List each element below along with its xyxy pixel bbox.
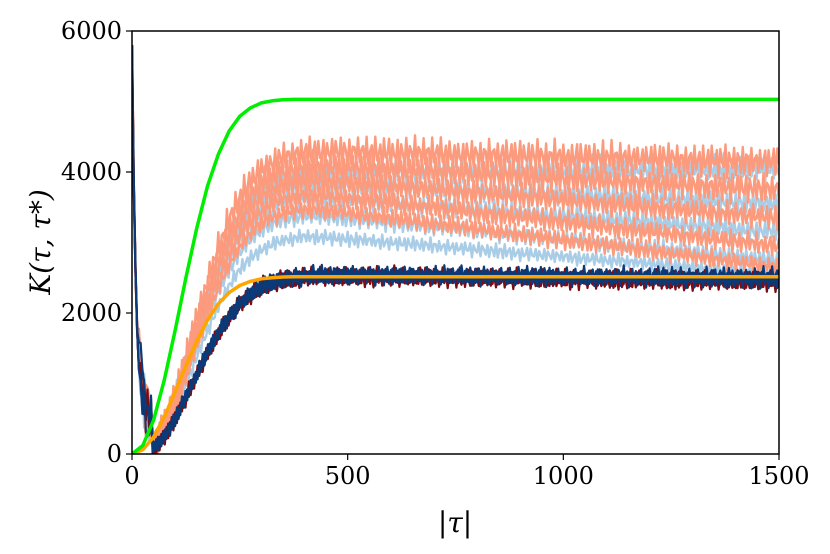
x-tick-label: 1000 [533, 462, 594, 490]
x-tick-label: 500 [325, 462, 371, 490]
series-light-red-line [132, 45, 779, 454]
series-green-line [132, 97, 779, 454]
series-orange-line [132, 274, 779, 454]
y-tick-label: 2000 [61, 299, 122, 327]
series-layer [132, 45, 779, 454]
x-axis-label: |τ| [438, 506, 472, 539]
series-light-red-line [132, 45, 779, 452]
y-axis-label: K(τ, τ*) [24, 189, 57, 296]
x-tick-label: 1500 [748, 462, 809, 490]
y-axis: 0 2000 4000 6000 [61, 17, 132, 468]
y-tick-label: 0 [107, 440, 122, 468]
x-axis: 0 500 1000 1500 [124, 454, 810, 490]
series-light-red-line [132, 45, 779, 454]
x-tick-label: 0 [124, 462, 139, 490]
series-light-red-line [132, 45, 779, 454]
plot-frame [131, 30, 780, 455]
y-tick-label: 6000 [61, 17, 122, 45]
y-tick-label: 4000 [61, 158, 122, 186]
